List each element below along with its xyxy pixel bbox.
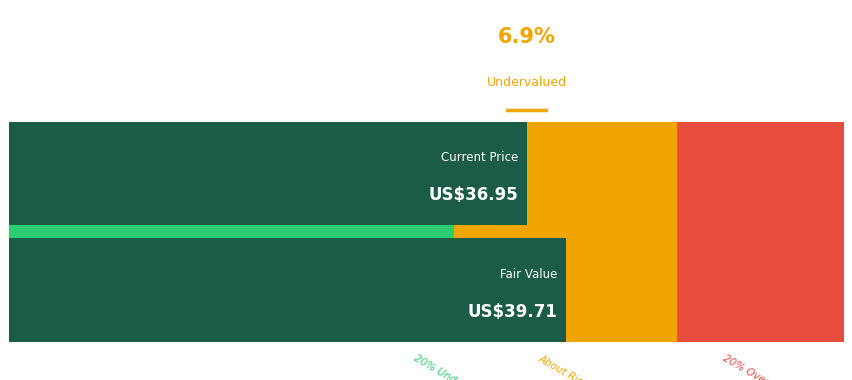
Bar xyxy=(676,122,843,342)
Text: US$36.95: US$36.95 xyxy=(429,187,518,204)
Text: Current Price: Current Price xyxy=(441,152,518,165)
Text: Fair Value: Fair Value xyxy=(499,268,557,281)
Bar xyxy=(9,122,527,225)
Text: Undervalued: Undervalued xyxy=(486,76,567,89)
Text: US$39.71: US$39.71 xyxy=(467,303,557,321)
Bar xyxy=(454,122,676,342)
Text: 20% Undervalued: 20% Undervalued xyxy=(412,353,497,380)
Text: 6.9%: 6.9% xyxy=(498,27,556,47)
Bar xyxy=(9,122,454,342)
Text: 20% Overvalued: 20% Overvalued xyxy=(720,353,800,380)
Bar xyxy=(9,238,565,342)
Text: About Right: About Right xyxy=(536,353,595,380)
